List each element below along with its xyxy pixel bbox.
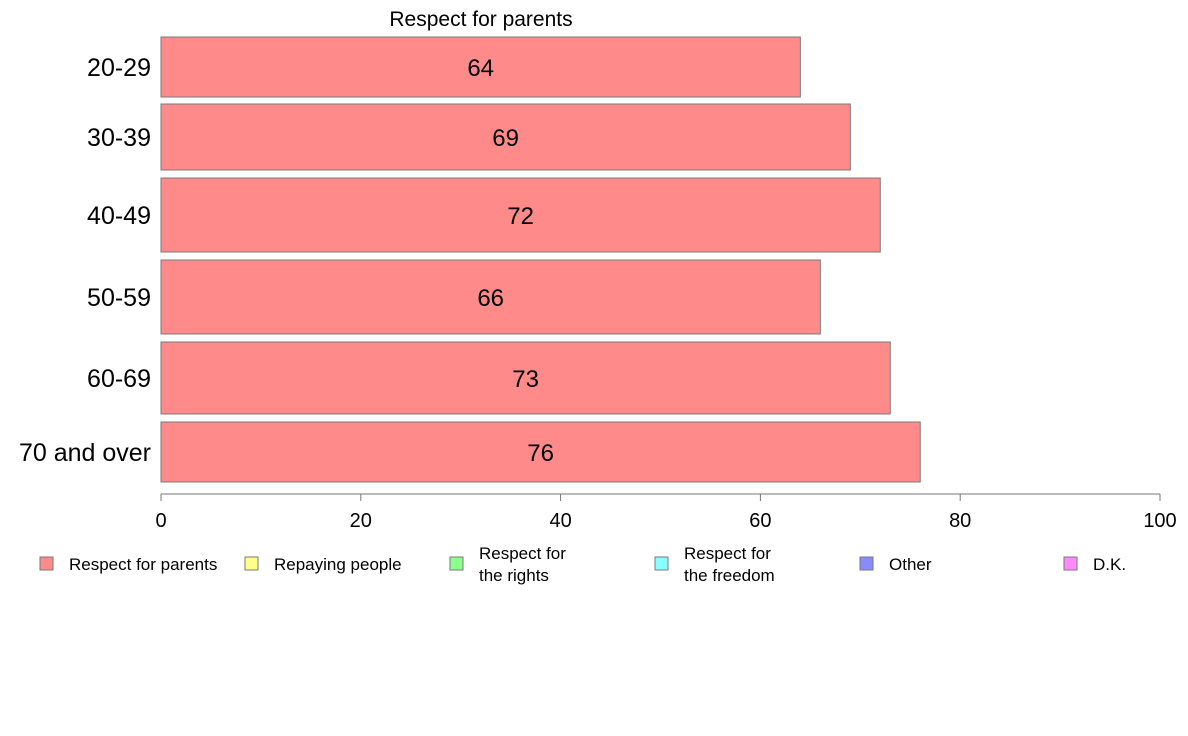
legend-swatch	[244, 556, 259, 571]
legend-item: Respect for the rights	[449, 544, 566, 585]
bar-value-label: 64	[467, 55, 494, 82]
legend-swatch	[654, 556, 669, 571]
bar-value-label: 66	[477, 285, 504, 312]
legend-label: the freedom	[684, 566, 775, 585]
legend-label: Respect for parents	[69, 555, 217, 574]
bar-value-label: 72	[507, 203, 534, 230]
category-label: 70 and over	[19, 439, 151, 467]
legend-label: Respect for	[684, 544, 771, 563]
bar-value-label: 76	[527, 440, 554, 467]
bars-group: 64 20-29 69 30-39 72 40-49 66 50-59 73 60-69 76 70 …	[19, 36, 921, 483]
category-label: 60-69	[87, 365, 151, 393]
category-label: 30-39	[87, 124, 151, 152]
bar	[160, 103, 851, 171]
legend-label: Other	[889, 555, 932, 574]
legend-item: Repaying people	[244, 555, 402, 574]
bar	[160, 177, 881, 253]
legend-swatch	[449, 556, 464, 571]
legend: Respect for parents Repaying people Respec…	[39, 544, 1126, 585]
legend-swatch	[39, 556, 54, 571]
legend-swatch	[859, 556, 874, 571]
x-tick-label: 80	[949, 510, 971, 532]
category-label: 50-59	[87, 284, 151, 312]
chart-title: Respect for parents	[389, 8, 572, 31]
x-tick-label: 40	[549, 510, 571, 532]
legend-item: D.K.	[1063, 555, 1126, 574]
x-tick-label: 60	[749, 510, 771, 532]
legend-label: the rights	[479, 566, 549, 585]
bar	[160, 259, 821, 335]
bar	[160, 421, 921, 483]
legend-label: Repaying people	[274, 555, 402, 574]
category-label: 20-29	[87, 54, 151, 82]
legend-label: Respect for	[479, 544, 566, 563]
legend-swatch	[1063, 556, 1078, 571]
legend-item: Respect for parents	[39, 555, 217, 574]
legend-label: D.K.	[1093, 555, 1126, 574]
bar-value-label: 69	[492, 125, 519, 152]
bar-value-label: 73	[512, 366, 539, 393]
bar	[160, 341, 891, 415]
legend-item: Respect for the freedom	[654, 544, 775, 585]
x-tick-label: 0	[155, 510, 166, 532]
bar	[160, 36, 801, 98]
category-label: 40-49	[87, 202, 151, 230]
x-tick-label: 20	[350, 510, 372, 532]
legend-item: Other	[859, 555, 932, 574]
x-tick-label: 100	[1143, 510, 1176, 532]
x-axis: 0 20 40 60 80 100	[155, 493, 1177, 532]
